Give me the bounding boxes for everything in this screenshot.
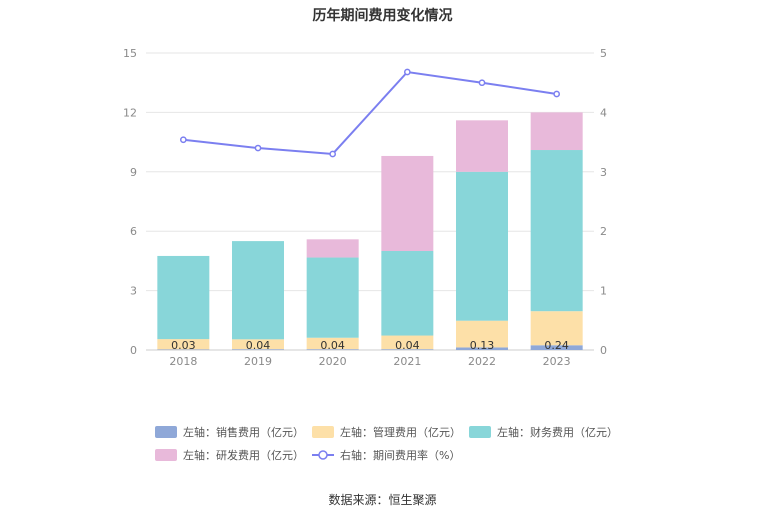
bar-segment (157, 255, 210, 340)
x-tick-label: 2019 (244, 355, 272, 368)
x-tick-label: 2018 (169, 355, 197, 368)
data-label: 0.04 (395, 339, 420, 352)
bar-segment (456, 320, 508, 348)
line-point (254, 144, 262, 152)
legend-item[interactable]: 左轴：研发费用（亿元） (155, 447, 312, 463)
y-left-tick-label: 6 (130, 225, 137, 238)
bar-segment (530, 311, 583, 346)
legend-item[interactable]: 左轴：管理费用（亿元） (312, 424, 469, 440)
bar-segment (456, 120, 508, 172)
line-point (329, 150, 337, 158)
bar-segment (232, 349, 284, 350)
chart-title: 历年期间费用变化情况 (312, 8, 453, 24)
bar-segment (232, 339, 284, 350)
bar-segment (381, 155, 434, 251)
y-right-tick-label: 2 (600, 225, 607, 238)
legend-swatch (469, 426, 491, 438)
legend-label: 右轴：期间费用率（%） (340, 449, 461, 462)
x-tick-label: 2022 (468, 355, 496, 368)
bar-segment (157, 349, 210, 350)
data-label: 0.13 (470, 339, 495, 352)
legend-label: 左轴：管理费用（亿元） (340, 426, 461, 439)
legend: 左轴：销售费用（亿元） 左轴：管理费用（亿元） 左轴：财务费用（亿元） 左轴：研发费用… (155, 424, 625, 463)
legend-line-swatch (312, 450, 334, 460)
bar-segment (306, 257, 359, 338)
y-left-tick-label: 9 (130, 166, 137, 179)
legend-swatch (312, 426, 334, 438)
y-right-tick-label: 1 (600, 285, 607, 298)
legend-label: 左轴：研发费用（亿元） (183, 449, 304, 462)
y-right-tick-label: 5 (600, 47, 607, 60)
x-tick-label: 2020 (319, 355, 347, 368)
bar-segment (381, 335, 434, 350)
bar-segment (306, 337, 359, 350)
y-left-tick-label: 15 (123, 47, 137, 60)
legend-item[interactable]: 左轴：销售费用（亿元） (155, 424, 312, 440)
y-right-tick-label: 4 (600, 106, 607, 119)
series-line (183, 70, 557, 156)
legend-item[interactable]: 右轴：期间费用率（%） (312, 447, 469, 463)
data-label: 0.04 (246, 339, 271, 352)
x-tick-label: 2023 (543, 355, 571, 368)
bar-segment (456, 171, 508, 321)
y-left-tick-label: 12 (123, 106, 137, 119)
data-label: 0.04 (320, 339, 345, 352)
bar-segment (456, 347, 508, 350)
data-source: 数据来源：恒生聚源 (328, 493, 437, 507)
data-label: 0.03 (171, 339, 196, 352)
legend-swatch (155, 426, 177, 438)
x-tick-label: 2021 (393, 355, 421, 368)
bar-segment (157, 339, 210, 350)
bar-segment (232, 241, 284, 340)
line-point (553, 90, 561, 98)
legend-label: 左轴：财务费用（亿元） (497, 426, 618, 439)
bar-segment (530, 345, 583, 350)
line-point (478, 79, 486, 87)
legend-item[interactable]: 左轴：财务费用（亿元） (469, 424, 619, 440)
bar-segment (381, 251, 434, 336)
bar-segment (530, 112, 583, 151)
bar-segment (306, 349, 359, 350)
data-label: 0.24 (544, 339, 569, 352)
y-right-tick-label: 3 (600, 166, 607, 179)
line-point (403, 68, 411, 76)
y-left-tick-label: 3 (130, 285, 137, 298)
legend-label: 左轴：销售费用（亿元） (183, 426, 304, 439)
line-point (179, 136, 187, 144)
y-right-tick-label: 0 (600, 344, 607, 357)
legend-swatch (155, 449, 177, 461)
bar-segment (306, 239, 359, 258)
y-left-tick-label: 0 (130, 344, 137, 357)
bar-segment (381, 349, 434, 350)
bar-segment (530, 150, 583, 312)
